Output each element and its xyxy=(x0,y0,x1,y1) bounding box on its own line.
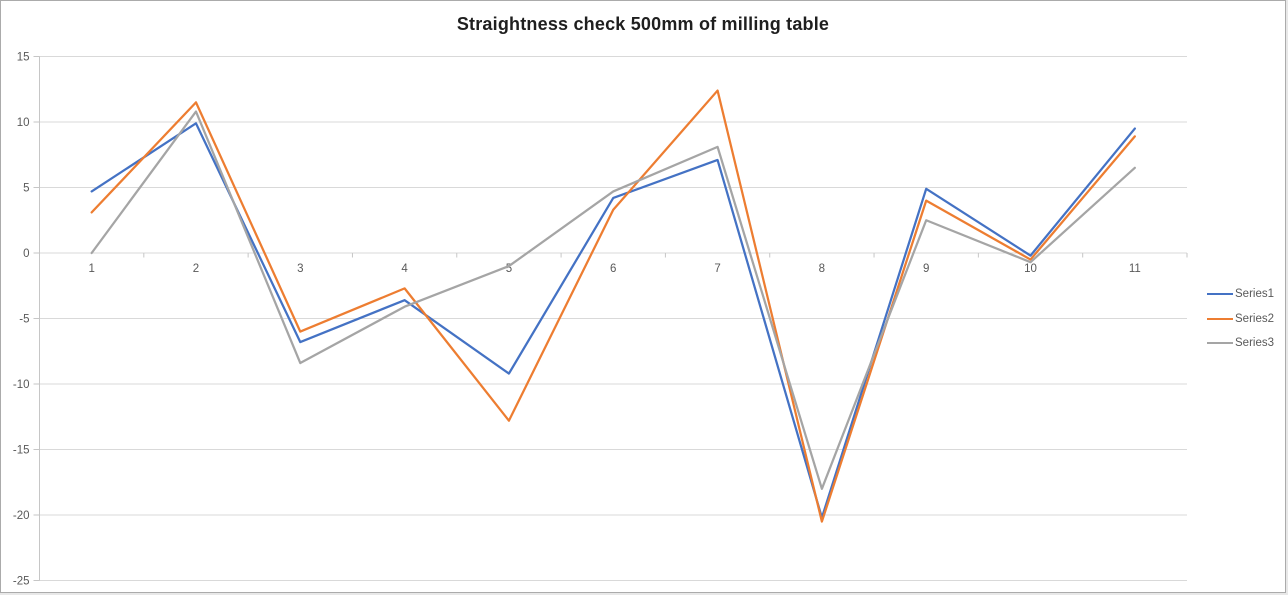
y-tick-label: 15 xyxy=(17,52,30,64)
legend-swatch-series2-icon xyxy=(1207,317,1233,320)
legend-item-series2: Series2 xyxy=(1207,307,1274,332)
y-tick-label: -5 xyxy=(19,314,29,326)
x-tick-label: 3 xyxy=(297,263,303,275)
x-tick-label: 10 xyxy=(1024,263,1037,275)
x-tick-label: 9 xyxy=(923,263,929,275)
y-tick-label: -25 xyxy=(13,576,30,588)
y-tick-label: -15 xyxy=(13,445,30,457)
x-tick-label: 7 xyxy=(714,263,720,275)
series-line-series2 xyxy=(90,89,1136,523)
x-tick-label: 1 xyxy=(88,263,94,275)
y-tick-label: -10 xyxy=(13,379,30,391)
legend-item-series3: Series3 xyxy=(1207,331,1274,356)
y-tick-label: -20 xyxy=(13,510,30,522)
chart-title: Straightness check 500mm of milling tabl… xyxy=(456,14,830,34)
x-tick-label: 4 xyxy=(401,263,408,275)
y-tick-label: 10 xyxy=(17,117,30,129)
legend-swatch-series1-icon xyxy=(1207,293,1233,296)
legend: Series1 Series2 Series3 xyxy=(1207,282,1274,356)
y-tick-label: 5 xyxy=(23,183,29,195)
x-tick-label: 11 xyxy=(1129,263,1141,275)
legend-item-series1: Series1 xyxy=(1207,282,1274,307)
legend-label-series3: Series3 xyxy=(1235,337,1274,350)
x-tick-label: 8 xyxy=(819,263,825,275)
x-tick-label: 6 xyxy=(610,263,616,275)
series-line-series1 xyxy=(90,122,1136,519)
legend-label-series2: Series2 xyxy=(1235,312,1274,325)
series-line-series3 xyxy=(90,110,1136,490)
legend-label-series1: Series1 xyxy=(1235,288,1274,301)
x-tick-label: 5 xyxy=(506,263,512,275)
legend-swatch-series3-icon xyxy=(1207,342,1233,345)
y-tick-label: 0 xyxy=(23,248,29,260)
x-tick-label: 2 xyxy=(193,263,199,275)
